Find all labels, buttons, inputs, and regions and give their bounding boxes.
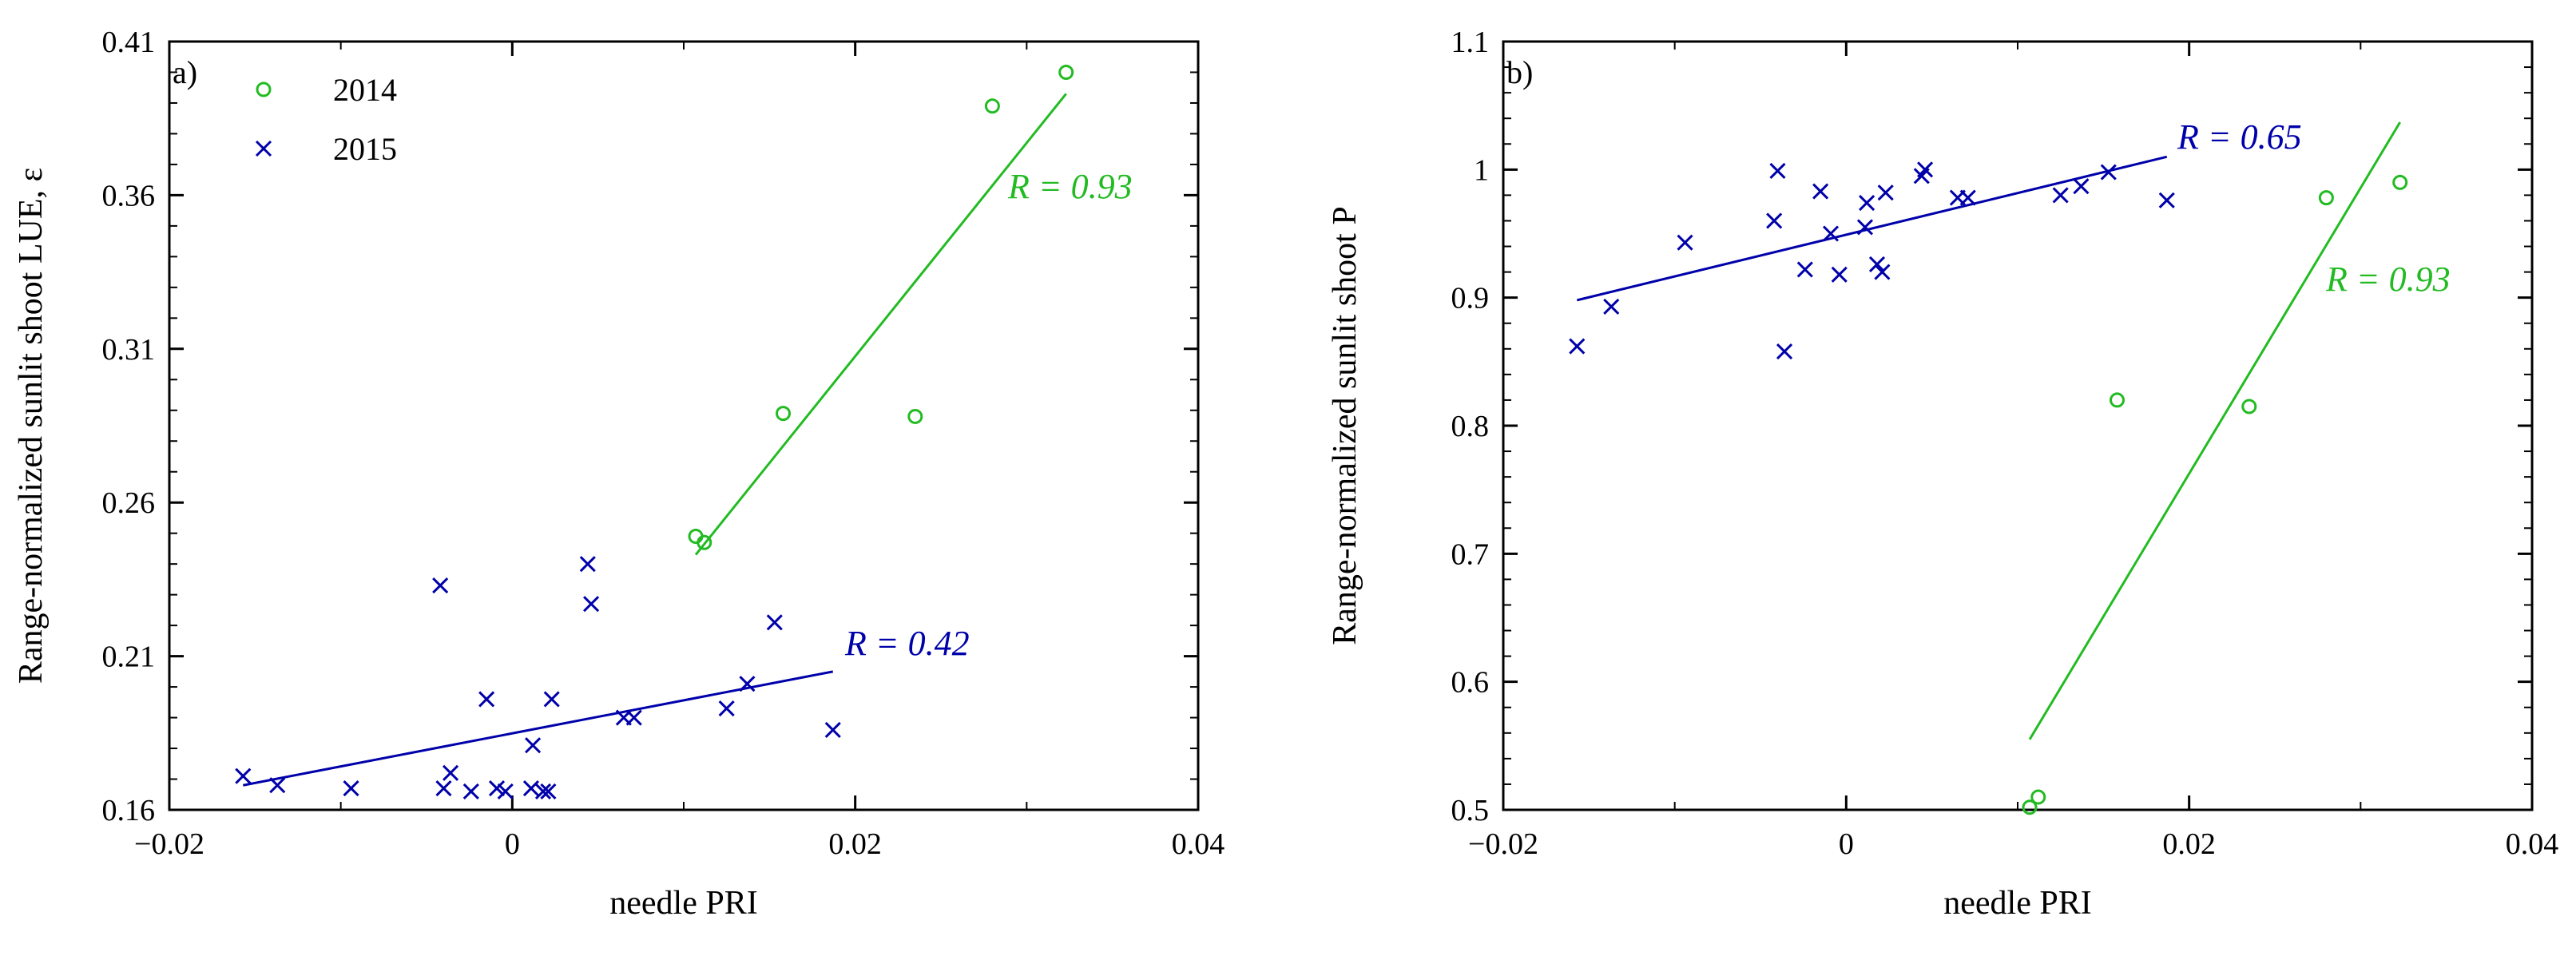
point-2015 bbox=[534, 783, 552, 799]
point-2014 bbox=[776, 406, 792, 422]
y-tick-label: 0.6 bbox=[1451, 666, 1490, 700]
point-2015 bbox=[1877, 184, 1894, 201]
point-2015 bbox=[1677, 234, 1693, 251]
point-2015 bbox=[488, 780, 506, 797]
point-2015 bbox=[1569, 338, 1586, 355]
panel-label: b) bbox=[1506, 54, 1533, 90]
fit-line-2015 bbox=[243, 670, 834, 787]
fit-annotation-2015: R = 0.42 bbox=[844, 624, 970, 663]
point-2015 bbox=[432, 577, 449, 594]
x-tick-label: 0.04 bbox=[1172, 827, 1225, 861]
y-tick-label: 0.26 bbox=[102, 486, 156, 520]
point-2014 bbox=[2318, 190, 2334, 206]
point-2015 bbox=[718, 700, 735, 717]
point-2015 bbox=[269, 777, 286, 794]
point-2014 bbox=[984, 98, 1000, 114]
point-2015 bbox=[579, 556, 596, 573]
legend-marker-2014 bbox=[256, 81, 272, 97]
y-tick-label: 1.1 bbox=[1451, 26, 1490, 59]
point-2015 bbox=[1603, 298, 1620, 315]
x-tick-label: 0.02 bbox=[828, 827, 882, 861]
point-2015 bbox=[2100, 164, 2117, 180]
x-tick-label: 0 bbox=[1839, 827, 1854, 861]
y-axis-label: Range-normalized sunlit shoot LUE, ε bbox=[13, 168, 50, 684]
point-2015 bbox=[2158, 192, 2175, 208]
point-2015 bbox=[442, 764, 459, 781]
point-2015 bbox=[1856, 219, 1874, 236]
x-tick-label: −0.02 bbox=[134, 827, 204, 861]
x-tick-label: 0.02 bbox=[2162, 827, 2216, 861]
point-2015 bbox=[1917, 161, 1934, 178]
point-2015 bbox=[522, 780, 540, 797]
point-2015 bbox=[1874, 264, 1891, 280]
x-tick-label: −0.02 bbox=[1468, 827, 1538, 861]
y-tick-label: 0.21 bbox=[102, 641, 156, 674]
point-2015 bbox=[1796, 261, 1813, 278]
point-2015 bbox=[2073, 178, 2090, 195]
point-2015 bbox=[478, 691, 495, 708]
point-2014 bbox=[2241, 399, 2257, 415]
y-tick-label: 0.31 bbox=[102, 333, 156, 367]
legend-label-2014: 2014 bbox=[333, 72, 397, 108]
point-2015 bbox=[235, 768, 252, 784]
x-axis-label: needle PRI bbox=[609, 885, 757, 922]
panel-b: −0.02 0 0.02 0.04 0.5 0.6 0.7 0.8 0.9 1 1.1 needle … bbox=[1327, 26, 2558, 922]
point-2015 bbox=[540, 783, 557, 799]
x-axis-label: needle PRI bbox=[1943, 885, 2091, 922]
point-2014 bbox=[1058, 64, 1074, 80]
y-tick-label: 1 bbox=[1474, 153, 1489, 187]
y-tick-label: 0.7 bbox=[1451, 538, 1490, 571]
point-2014 bbox=[2392, 174, 2408, 190]
point-2015 bbox=[343, 780, 359, 797]
point-2015 bbox=[497, 783, 514, 799]
point-2015 bbox=[1831, 266, 1848, 283]
panel-label: a) bbox=[173, 54, 197, 90]
point-2015 bbox=[1769, 162, 1786, 179]
fit-annotation-2014: R = 0.93 bbox=[2325, 260, 2451, 299]
y-tick-label: 0.5 bbox=[1451, 794, 1490, 827]
fit-line-2015 bbox=[1576, 155, 2168, 302]
y-axis-label: Range-normalized sunlit shoot P bbox=[1327, 206, 1363, 645]
point-2015 bbox=[1859, 194, 1875, 212]
point-2015 bbox=[583, 596, 600, 613]
point-2015 bbox=[824, 721, 841, 739]
point-2014 bbox=[2030, 789, 2046, 805]
point-2015 bbox=[525, 737, 542, 754]
point-2014 bbox=[2022, 799, 2038, 815]
y-tick-label: 0.9 bbox=[1451, 282, 1490, 315]
point-2015 bbox=[1822, 225, 1840, 242]
fit-line-2014 bbox=[2028, 121, 2401, 740]
point-2015 bbox=[543, 691, 560, 708]
legend-marker-2015 bbox=[255, 140, 272, 157]
point-2015 bbox=[1766, 212, 1783, 229]
point-2015 bbox=[625, 709, 642, 726]
point-2015 bbox=[1868, 256, 1886, 273]
y-tick-label: 0.41 bbox=[102, 26, 156, 59]
y-tick-label: 0.8 bbox=[1451, 410, 1490, 443]
legend-label-2015: 2015 bbox=[333, 131, 397, 167]
point-2015 bbox=[739, 676, 756, 692]
legend: 2014 2015 bbox=[255, 72, 397, 167]
point-2015 bbox=[1776, 343, 1793, 360]
plot-frame bbox=[1502, 40, 2534, 811]
point-2014 bbox=[697, 534, 712, 550]
fit-line-2014 bbox=[694, 93, 1067, 556]
point-2015 bbox=[1812, 183, 1829, 200]
point-2015 bbox=[2052, 187, 2069, 204]
point-2015 bbox=[462, 783, 479, 799]
plot-frame bbox=[168, 40, 1200, 811]
point-2015 bbox=[435, 780, 452, 797]
y-tick-label: 0.16 bbox=[102, 794, 156, 827]
x-tick-label: 0.04 bbox=[2506, 827, 2559, 861]
y-tick-label: 0.36 bbox=[102, 179, 156, 212]
point-2015 bbox=[1959, 189, 1976, 206]
fit-annotation-2015: R = 0.65 bbox=[2177, 117, 2302, 157]
point-2014 bbox=[907, 408, 923, 424]
point-2015 bbox=[766, 614, 783, 631]
x-tick-label: 0 bbox=[505, 827, 520, 861]
panel-a: −0.02 0 0.02 0.04 0.16 0.21 0.26 0.31 0.36 0.41 ne… bbox=[13, 26, 1224, 922]
fit-annotation-2014: R = 0.93 bbox=[1007, 167, 1133, 206]
point-2014 bbox=[2110, 392, 2125, 408]
